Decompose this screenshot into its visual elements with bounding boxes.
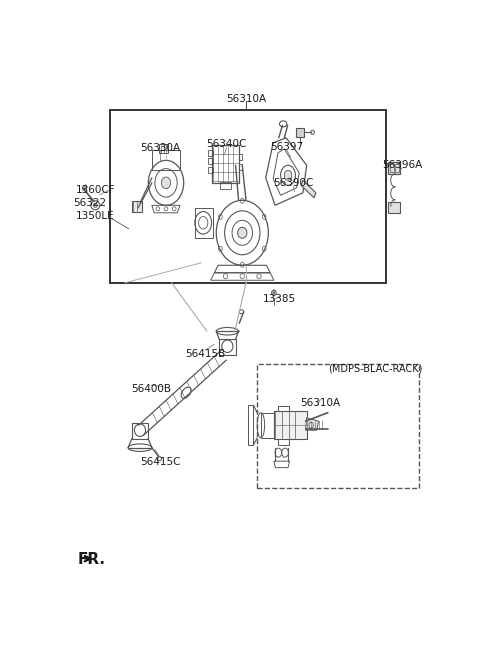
Bar — [152, 151, 180, 170]
Bar — [239, 164, 242, 170]
Bar — [212, 145, 239, 183]
Bar — [388, 162, 400, 174]
Bar — [296, 128, 304, 137]
Text: 56310A: 56310A — [300, 398, 340, 408]
Text: 56396A: 56396A — [382, 160, 422, 170]
Bar — [388, 202, 400, 213]
Bar — [132, 201, 142, 212]
Text: 1360CF: 1360CF — [75, 186, 115, 195]
Ellipse shape — [238, 227, 247, 238]
Text: 56340C: 56340C — [206, 139, 247, 149]
Polygon shape — [301, 180, 316, 198]
Ellipse shape — [284, 170, 292, 180]
Bar — [390, 164, 394, 172]
Bar — [208, 167, 213, 173]
Bar — [220, 182, 231, 189]
Text: 56400B: 56400B — [131, 384, 171, 394]
Bar — [110, 110, 385, 283]
Text: FR.: FR. — [78, 552, 106, 567]
Polygon shape — [305, 418, 319, 430]
Text: 56322: 56322 — [73, 198, 107, 208]
Text: 1350LE: 1350LE — [76, 212, 115, 221]
Ellipse shape — [273, 291, 275, 294]
Bar — [257, 363, 419, 487]
Text: 56330A: 56330A — [140, 143, 180, 153]
Text: 56310A: 56310A — [226, 94, 266, 104]
Ellipse shape — [161, 177, 171, 189]
Bar — [208, 150, 213, 156]
Bar — [208, 158, 213, 164]
Text: 56397: 56397 — [270, 142, 303, 152]
Text: (MDPS-BLAC-RACK): (MDPS-BLAC-RACK) — [328, 363, 422, 374]
Bar — [274, 411, 307, 439]
Bar — [395, 164, 399, 172]
Text: 56415C: 56415C — [140, 457, 180, 467]
Polygon shape — [82, 185, 87, 190]
Text: 56390C: 56390C — [274, 178, 314, 188]
Text: 13385: 13385 — [263, 294, 296, 304]
Text: 56415B: 56415B — [185, 349, 225, 359]
Bar — [239, 154, 242, 160]
Bar — [159, 144, 168, 153]
Bar — [195, 208, 213, 238]
